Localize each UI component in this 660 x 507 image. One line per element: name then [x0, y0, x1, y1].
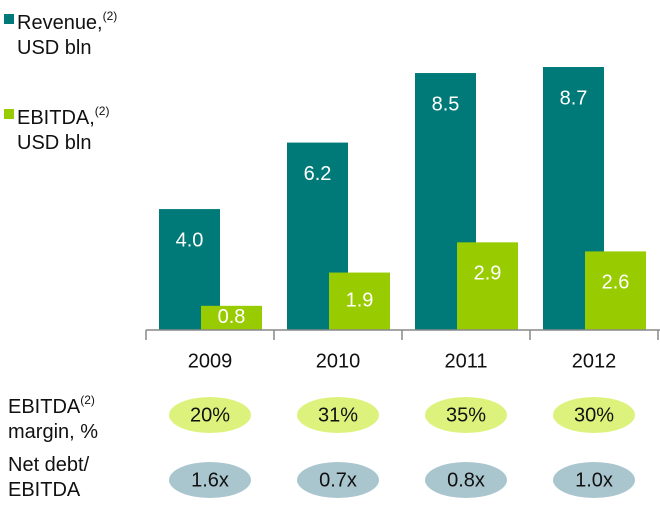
metric-label: 0.7x — [319, 469, 357, 491]
x-tick-label: 2009 — [188, 350, 233, 372]
legend-swatch — [4, 109, 14, 119]
x-tick-label: 2011 — [444, 350, 487, 372]
x-tick-label: 2010 — [316, 350, 361, 372]
label-block: Revenue,(2) USD bln — [17, 4, 117, 61]
footnote: (2) — [94, 104, 110, 118]
footnote: (2) — [102, 9, 118, 23]
label-block: EBITDA,(2) USD bln — [17, 99, 109, 156]
metric-badge — [169, 462, 251, 498]
value-label: 4.0 — [176, 229, 204, 251]
metric-label: 20% — [190, 404, 230, 426]
bar — [457, 242, 518, 330]
metric-badge — [297, 462, 379, 498]
x-tick-label: 2012 — [572, 350, 617, 372]
value-label: 1.9 — [346, 290, 374, 312]
bar — [201, 305, 262, 330]
metric-badge — [425, 462, 507, 498]
footnote: (2) — [80, 393, 95, 407]
label-block: EBITDA(2) margin, % — [8, 388, 98, 445]
metric-badge — [553, 397, 635, 433]
label-line: EBITDA(2) — [8, 388, 98, 420]
label-line: EBITDA,(2) — [17, 99, 109, 131]
label-text: EBITDA — [8, 396, 81, 418]
label-text: EBITDA — [8, 479, 81, 501]
value-label: 6.2 — [304, 163, 332, 185]
metric-badge — [425, 397, 507, 433]
label-text: USD bln — [17, 132, 92, 154]
label-text: margin, % — [8, 421, 99, 443]
value-label: 8.7 — [560, 87, 588, 109]
metric-label: 0.8x — [447, 469, 485, 491]
label-line: USD bln — [17, 131, 109, 156]
label-block: Net debt/EBITDA — [8, 453, 89, 503]
metric-label: 35% — [446, 404, 486, 426]
metric-badge — [553, 462, 635, 498]
label-line: Net debt/ — [8, 453, 89, 478]
label-text: Net debt/ — [8, 454, 90, 476]
label-text: USD bln — [17, 37, 92, 59]
metric-label: 1.0x — [575, 469, 613, 491]
legend-swatch — [4, 14, 14, 24]
label-line: EBITDA — [8, 478, 89, 503]
metric-label: 1.6x — [191, 469, 229, 491]
metric-label: 30% — [574, 404, 614, 426]
label-line: margin, % — [8, 420, 98, 445]
label-line: USD bln — [17, 36, 117, 61]
value-label: 0.8 — [218, 306, 246, 328]
value-label: 8.5 — [432, 93, 460, 115]
label-line: Revenue,(2) — [17, 4, 117, 36]
metric-label: 31% — [318, 404, 358, 426]
metric-badge — [297, 397, 379, 433]
label-text: EBITDA, — [17, 107, 95, 129]
metric-badge — [169, 397, 251, 433]
label-text: Revenue, — [17, 12, 103, 34]
value-label: 2.9 — [474, 263, 502, 285]
bar — [329, 272, 390, 330]
value-label: 2.6 — [602, 272, 630, 294]
bar — [585, 251, 646, 330]
